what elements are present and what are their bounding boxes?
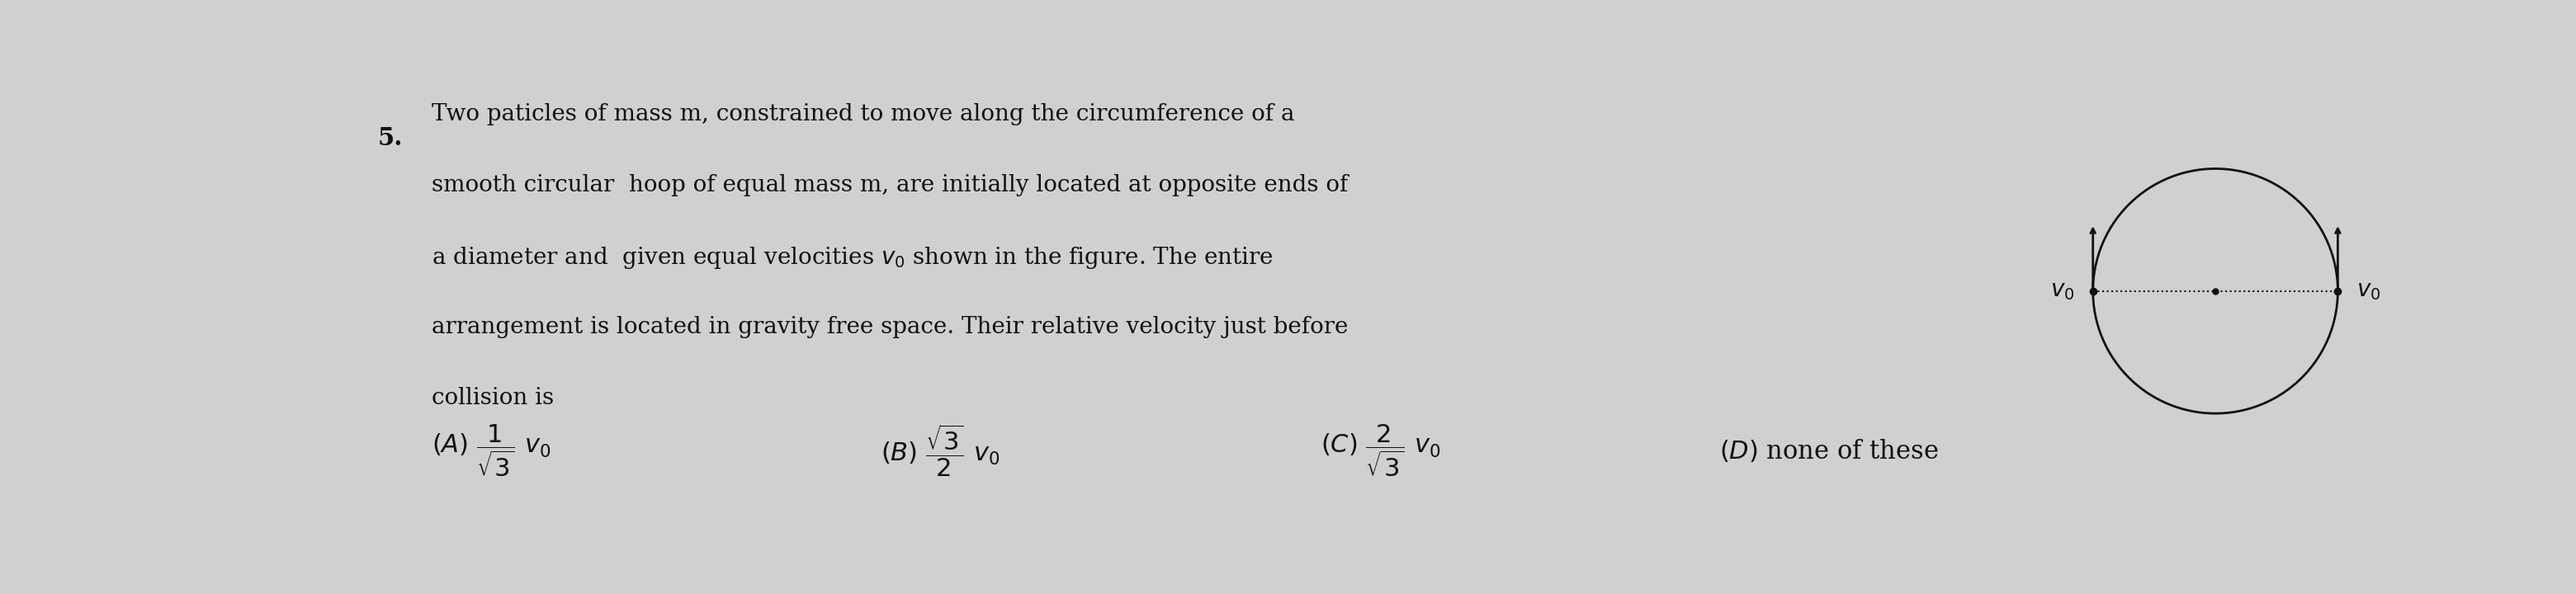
Text: collision is: collision is — [433, 387, 554, 409]
Text: arrangement is located in gravity free space. Their relative velocity just befor: arrangement is located in gravity free s… — [433, 316, 1347, 338]
Text: $v_0$: $v_0$ — [2357, 280, 2380, 302]
Text: $(D)$ none of these: $(D)$ none of these — [1721, 438, 1940, 464]
Text: $(B)\ \dfrac{\sqrt{3}}{2}\ v_0$: $(B)\ \dfrac{\sqrt{3}}{2}\ v_0$ — [881, 423, 999, 479]
Text: a diameter and  given equal velocities $v_0$ shown in the figure. The entire: a diameter and given equal velocities $v… — [433, 245, 1273, 271]
Text: smooth circular  hoop of equal mass m, are initially located at opposite ends of: smooth circular hoop of equal mass m, ar… — [433, 174, 1347, 197]
Text: Two paticles of mass m, constrained to move along the circumference of a: Two paticles of mass m, constrained to m… — [433, 103, 1296, 125]
Text: 5.: 5. — [379, 126, 402, 150]
Text: $v_0$: $v_0$ — [2050, 280, 2074, 302]
Text: $(C)\ \dfrac{2}{\sqrt{3}}\ v_0$: $(C)\ \dfrac{2}{\sqrt{3}}\ v_0$ — [1319, 423, 1440, 479]
Text: $(A)\ \dfrac{1}{\sqrt{3}}\ v_0$: $(A)\ \dfrac{1}{\sqrt{3}}\ v_0$ — [433, 423, 551, 479]
